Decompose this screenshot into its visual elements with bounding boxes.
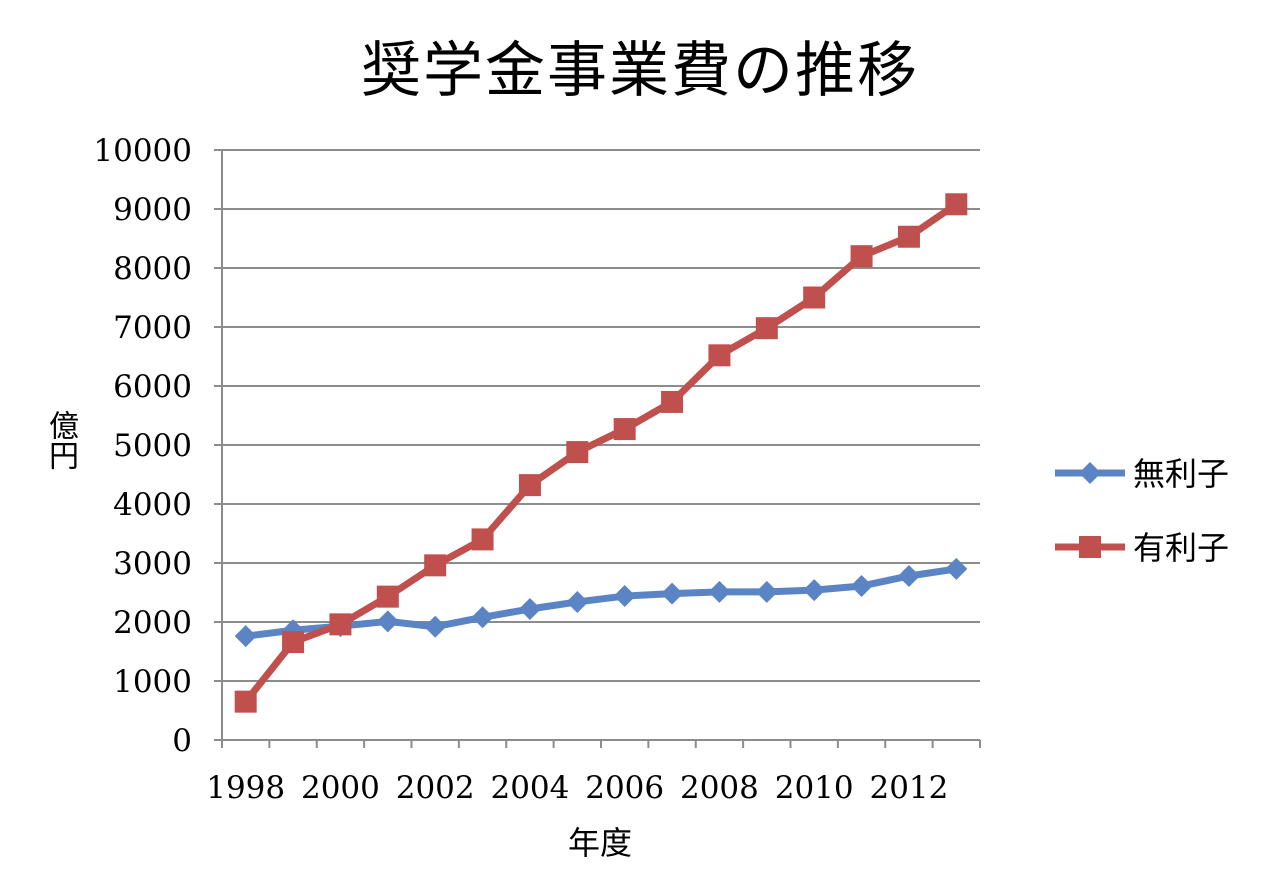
y-tick-label: 10000 [93,133,192,169]
legend-label: 無利子 [1133,455,1229,493]
data-point-square [661,390,684,413]
legend-marker-square [1079,536,1101,558]
y-tick-label: 4000 [113,487,192,523]
data-point-square [613,418,636,441]
data-point-diamond [613,585,636,608]
data-point-diamond [803,579,826,602]
legend-marker-diamond [1079,462,1101,484]
data-point-square [424,554,447,577]
data-point-diamond [850,575,873,598]
data-point-diamond [376,610,399,633]
y-tick-label: 3000 [113,546,192,582]
series-line-0 [245,565,957,640]
y-tick-label: 1000 [113,664,192,700]
x-tick-label: 2004 [490,770,569,806]
data-point-square [518,474,541,497]
data-point-diamond [471,606,494,629]
data-point-diamond [661,582,684,605]
y-tick-label: 6000 [113,369,192,405]
series-line-1 [242,201,959,704]
y-tick-label: 7000 [113,310,192,346]
data-point-diamond [708,580,731,603]
y-axis-label: 億円 [43,410,78,470]
x-tick-label: 2012 [869,770,948,806]
data-point-diamond [566,590,589,613]
y-tick-label: 8000 [113,251,192,287]
data-point-square [897,225,920,248]
axis-layer: 0 1000 2000 3000 4000 5000 6000 7000 8000 9000 100… [93,133,981,806]
x-tick-label: 1998 [206,770,285,806]
data-point-diamond [755,580,778,603]
y-tick-label: 2000 [113,605,192,641]
y-tick-label: 5000 [113,428,192,464]
chart-title: 奨学金事業費の推移 [361,36,919,106]
data-point-square [850,245,873,268]
x-tick-label: 2008 [680,770,759,806]
x-axis-label: 年度 [567,824,632,862]
x-tick-label: 2002 [396,770,475,806]
data-point-diamond [945,557,968,580]
data-point-square [471,528,494,551]
data-point-square [945,193,968,216]
y-tick-label: 9000 [113,192,192,228]
x-tick-label: 2000 [301,770,380,806]
data-point-square [755,317,778,340]
data-point-square [282,631,305,654]
data-point-square [329,613,352,636]
grid-layer [222,149,980,682]
data-point-square [566,441,589,464]
data-point-square [708,344,731,367]
data-point-square [376,585,399,608]
y-tick-label: 0 [172,723,192,759]
data-point-diamond [234,625,257,648]
x-tick-label: 2006 [585,770,664,806]
data-point-square [234,690,257,713]
data-point-diamond [518,598,541,621]
data-point-diamond [424,615,447,638]
legend-label: 有利子 [1133,529,1229,567]
series-layer [234,193,968,713]
x-tick-label: 2010 [775,770,854,806]
data-point-diamond [897,564,920,587]
data-point-square [803,286,826,309]
